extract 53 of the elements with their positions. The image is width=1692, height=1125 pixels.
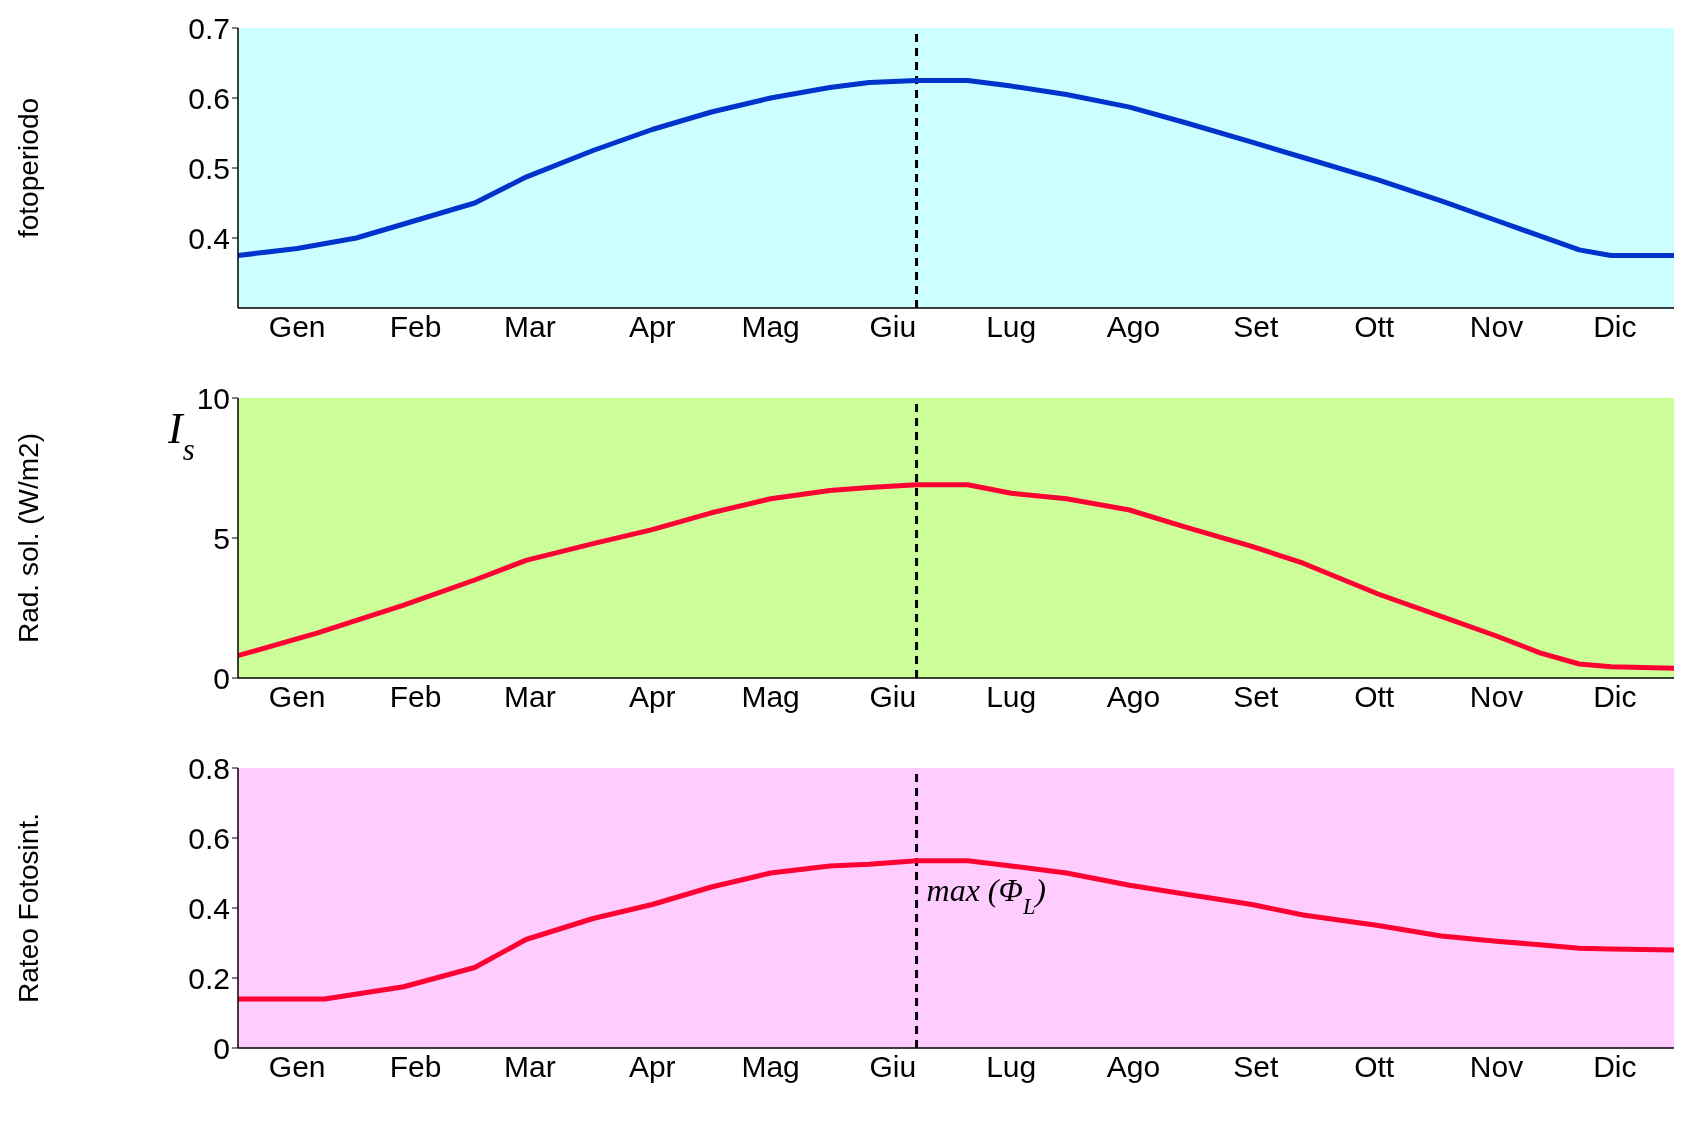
annotation: max (Φ$_{L}$) xyxy=(926,871,1046,919)
x-tick-label: Set xyxy=(1233,680,1279,714)
x-tick-label: Ott xyxy=(1354,680,1395,714)
x-tick-label: Nov xyxy=(1469,1050,1524,1084)
text: I$_{s}$ xyxy=(167,404,195,467)
x-tick-label: Gen xyxy=(268,680,326,714)
y-tick-label: 0.4 xyxy=(188,891,230,925)
x-tick-label: Ott xyxy=(1354,310,1395,344)
x-tick-label: Lug xyxy=(986,680,1037,714)
x-tick-label: Feb xyxy=(389,680,442,714)
x-tick-label: Dic xyxy=(1593,310,1637,344)
x-tick-label: Dic xyxy=(1593,1050,1637,1084)
y-axis-title: Rateo Fotosint. xyxy=(12,813,44,1003)
x-tick-label: Set xyxy=(1233,1050,1279,1084)
x-tick-label: Mag xyxy=(741,680,800,714)
x-tick-label: Gen xyxy=(268,310,326,344)
y-tick-label: 10 xyxy=(196,381,230,415)
x-tick-label: Feb xyxy=(389,310,442,344)
y-tick-label: 5 xyxy=(213,521,230,555)
x-tick-label: Lug xyxy=(986,1050,1037,1084)
x-tick-label: Mag xyxy=(741,310,800,344)
x-tick-label: Dic xyxy=(1593,680,1637,714)
x-tick-label: Giu xyxy=(869,310,917,344)
y-tick-label: 0.5 xyxy=(188,151,230,185)
x-tick-label: Mar xyxy=(504,310,556,344)
x-tick-label: Ago xyxy=(1106,680,1161,714)
x-tick-label: Ago xyxy=(1106,1050,1161,1084)
y-axis-title: fotoperiodo xyxy=(12,97,44,239)
x-tick-label: Giu xyxy=(869,1050,917,1084)
y-tick-label: 0.4 xyxy=(188,221,230,255)
x-tick-label: Set xyxy=(1233,310,1279,344)
y-tick-label: 0.2 xyxy=(188,961,230,995)
x-tick-label: Ott xyxy=(1354,1050,1395,1084)
x-tick-label: Nov xyxy=(1469,680,1524,714)
y-tick-label: 0.8 xyxy=(188,751,230,785)
x-tick-label: Apr xyxy=(628,680,676,714)
x-tick-label: Nov xyxy=(1469,310,1524,344)
x-tick-label: Apr xyxy=(628,1050,676,1084)
x-tick-label: Mag xyxy=(741,1050,800,1084)
x-tick-label: Mar xyxy=(504,680,556,714)
y-tick-label: 0.6 xyxy=(188,821,230,855)
x-tick-label: Feb xyxy=(389,1050,442,1084)
x-tick-label: Ago xyxy=(1106,310,1161,344)
x-tick-label: Gen xyxy=(268,1050,326,1084)
y-tick-label: 0 xyxy=(213,1031,230,1065)
x-tick-label: Lug xyxy=(986,310,1037,344)
y-axis-title: Rad. sol. (W/m2) xyxy=(12,432,44,644)
y-tick-label: 0.7 xyxy=(188,11,230,45)
y-tick-label: 0 xyxy=(213,661,230,695)
x-tick-label: Apr xyxy=(628,310,676,344)
x-tick-label: Mar xyxy=(504,1050,556,1084)
y-tick-label: 0.6 xyxy=(188,81,230,115)
x-tick-label: Giu xyxy=(869,680,917,714)
